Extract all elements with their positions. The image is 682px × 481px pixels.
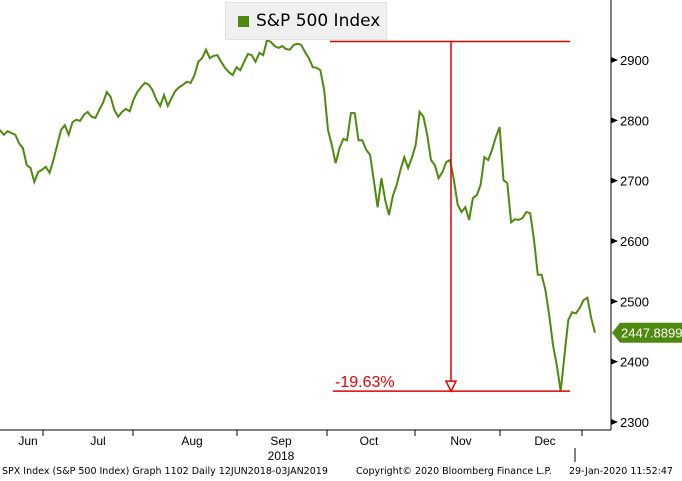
y-tick-label: 2400: [620, 355, 649, 370]
footer-timestamp: 29-Jan-2020 11:52:47: [569, 466, 673, 477]
y-tick-label: 2300: [620, 415, 649, 430]
x-tick-label: Dec: [534, 434, 555, 448]
x-tick-label: Jul: [90, 434, 105, 448]
legend-label: S&P 500 Index: [256, 11, 381, 31]
x-tick-label: Nov: [450, 434, 471, 448]
y-tick-label: 2900: [620, 53, 649, 68]
y-tick-label: 2800: [620, 113, 649, 128]
y-tick: [611, 117, 618, 124]
y-tick-label: 2600: [620, 234, 649, 249]
y-tick: [611, 57, 618, 63]
footer-source: SPX Index (S&P 500 Index) Graph 1102 Dai…: [2, 466, 328, 477]
last-value-label: 2447.8899: [621, 326, 682, 341]
y-tick: [611, 418, 618, 425]
x-tick-label: Sep: [270, 434, 292, 448]
y-tick: [611, 298, 618, 305]
x-tick-label: Jun: [18, 434, 37, 448]
y-tick: [611, 358, 618, 365]
series-line: [0, 38, 596, 392]
y-tick: [611, 237, 618, 244]
legend: S&P 500 Index: [225, 2, 387, 40]
y-tick-label: 2700: [620, 174, 649, 189]
x-year-label: 2018: [268, 449, 295, 463]
last-value-tag: [612, 322, 682, 343]
y-tick: [611, 177, 618, 184]
x-tick-label: Aug: [181, 434, 202, 448]
x-tick-label: Oct: [360, 434, 379, 448]
drawdown-arrowhead-icon: [444, 380, 458, 393]
y-tick-label: 2500: [620, 294, 649, 309]
legend-swatch: [238, 15, 249, 27]
footer-copyright: Copyright© 2020 Bloomberg Finance L.P.: [356, 466, 552, 477]
drawdown-label: -19.63%: [335, 374, 395, 391]
